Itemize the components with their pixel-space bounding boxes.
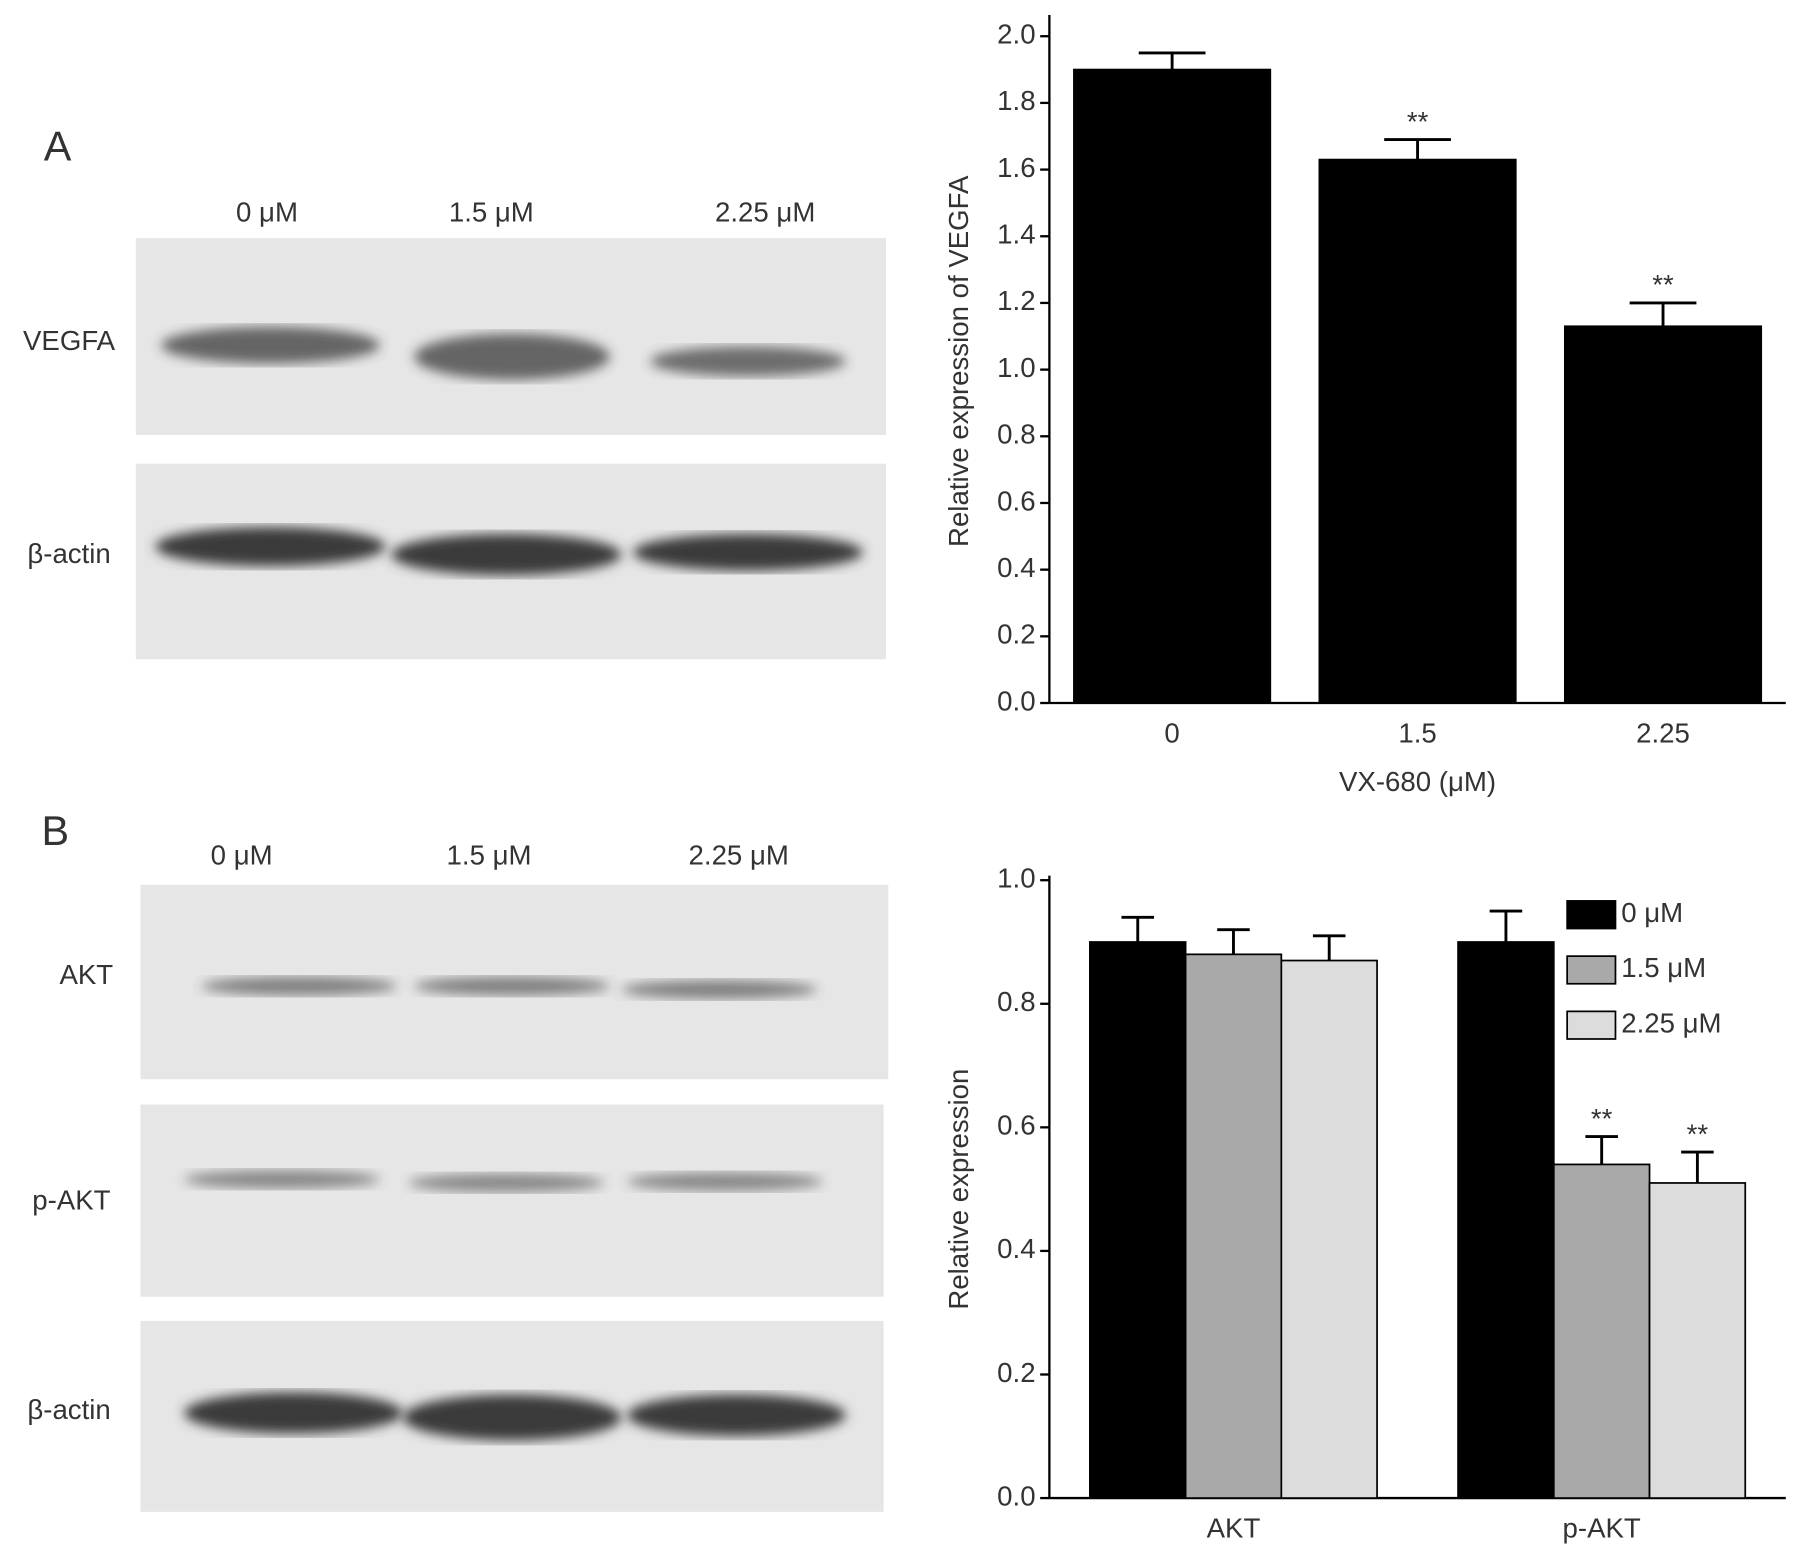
y-tick-label: 0.8 [997, 986, 1035, 1017]
lane-label: 2.25 μM [715, 196, 815, 227]
x-tick-label: p-AKT [1563, 1513, 1641, 1544]
panel-label: B [41, 808, 69, 854]
row-label: p-AKT [32, 1185, 110, 1216]
significance-label: ** [1652, 269, 1674, 300]
y-axis-label: Relative expression of VEGFA [943, 175, 974, 547]
error-bar [1629, 301, 1697, 327]
significance-label: ** [1591, 1103, 1613, 1134]
lane-label: 1.5 μM [447, 839, 532, 870]
y-tick-label: 0.6 [997, 485, 1035, 516]
y-tick-label: 0.2 [997, 1357, 1035, 1388]
bar [1318, 158, 1517, 704]
x-tick-label: 2.25 [1636, 718, 1690, 749]
error-bar [1121, 915, 1155, 942]
y-tick-label: 0.6 [997, 1110, 1035, 1141]
y-tick-label: 0.4 [997, 552, 1035, 583]
row-label: β-actin [27, 538, 110, 569]
row-label: VEGFA [23, 325, 116, 356]
lane-label: 1.5 μM [449, 196, 534, 227]
bar [1073, 68, 1272, 704]
lane-label: 0 μM [211, 839, 273, 870]
bar [1563, 325, 1763, 704]
y-tick-label: 0.0 [997, 685, 1035, 716]
error-bar [1681, 1150, 1714, 1183]
x-tick-label: 0 [1164, 718, 1179, 749]
error-bar [1138, 51, 1206, 70]
y-tick-label: 1.8 [997, 85, 1035, 116]
x-axis-label: VX-680 (μM) [1339, 766, 1496, 797]
significance-label: ** [1687, 1118, 1709, 1149]
bar [1457, 941, 1555, 1499]
legend-swatch [1566, 900, 1617, 930]
legend-label: 1.5 μM [1621, 952, 1706, 983]
y-tick-label: 0.0 [997, 1480, 1035, 1511]
y-tick-label: 0.2 [997, 619, 1035, 650]
lane-label: 2.25 μM [689, 839, 789, 870]
legend-swatch [1566, 1010, 1617, 1040]
y-tick-label: 1.0 [997, 352, 1035, 383]
bar [1280, 959, 1378, 1499]
y-tick-label: 0.8 [997, 419, 1035, 450]
bar [1089, 941, 1187, 1499]
legend-label: 0 μM [1621, 897, 1683, 928]
error-bar [1217, 928, 1250, 955]
error-bar [1384, 138, 1451, 160]
y-tick-label: 1.0 [997, 863, 1035, 894]
bar [1648, 1182, 1747, 1499]
blot-image [135, 238, 886, 660]
y-tick-label: 1.6 [997, 152, 1035, 183]
legend-swatch [1566, 955, 1617, 985]
lane-label: 0 μM [236, 196, 298, 227]
x-tick-label: AKT [1207, 1513, 1261, 1544]
legend-label: 2.25 μM [1621, 1007, 1721, 1038]
error-bar [1585, 1135, 1618, 1165]
y-axis-label: Relative expression [943, 1069, 974, 1310]
y-tick-label: 1.2 [997, 285, 1035, 316]
panel-label: A [44, 124, 72, 170]
y-tick-label: 1.4 [997, 219, 1035, 250]
significance-label: ** [1407, 106, 1429, 137]
y-tick-label: 0.4 [997, 1233, 1035, 1264]
x-tick-label: 1.5 [1398, 718, 1436, 749]
row-label: β-actin [27, 1394, 110, 1425]
bar [1552, 1163, 1651, 1499]
error-bar [1312, 934, 1346, 961]
y-tick-label: 2.0 [997, 19, 1035, 50]
bar [1184, 953, 1283, 1499]
error-bar [1489, 909, 1523, 942]
row-label: AKT [59, 959, 113, 990]
blot-image [140, 884, 889, 1512]
